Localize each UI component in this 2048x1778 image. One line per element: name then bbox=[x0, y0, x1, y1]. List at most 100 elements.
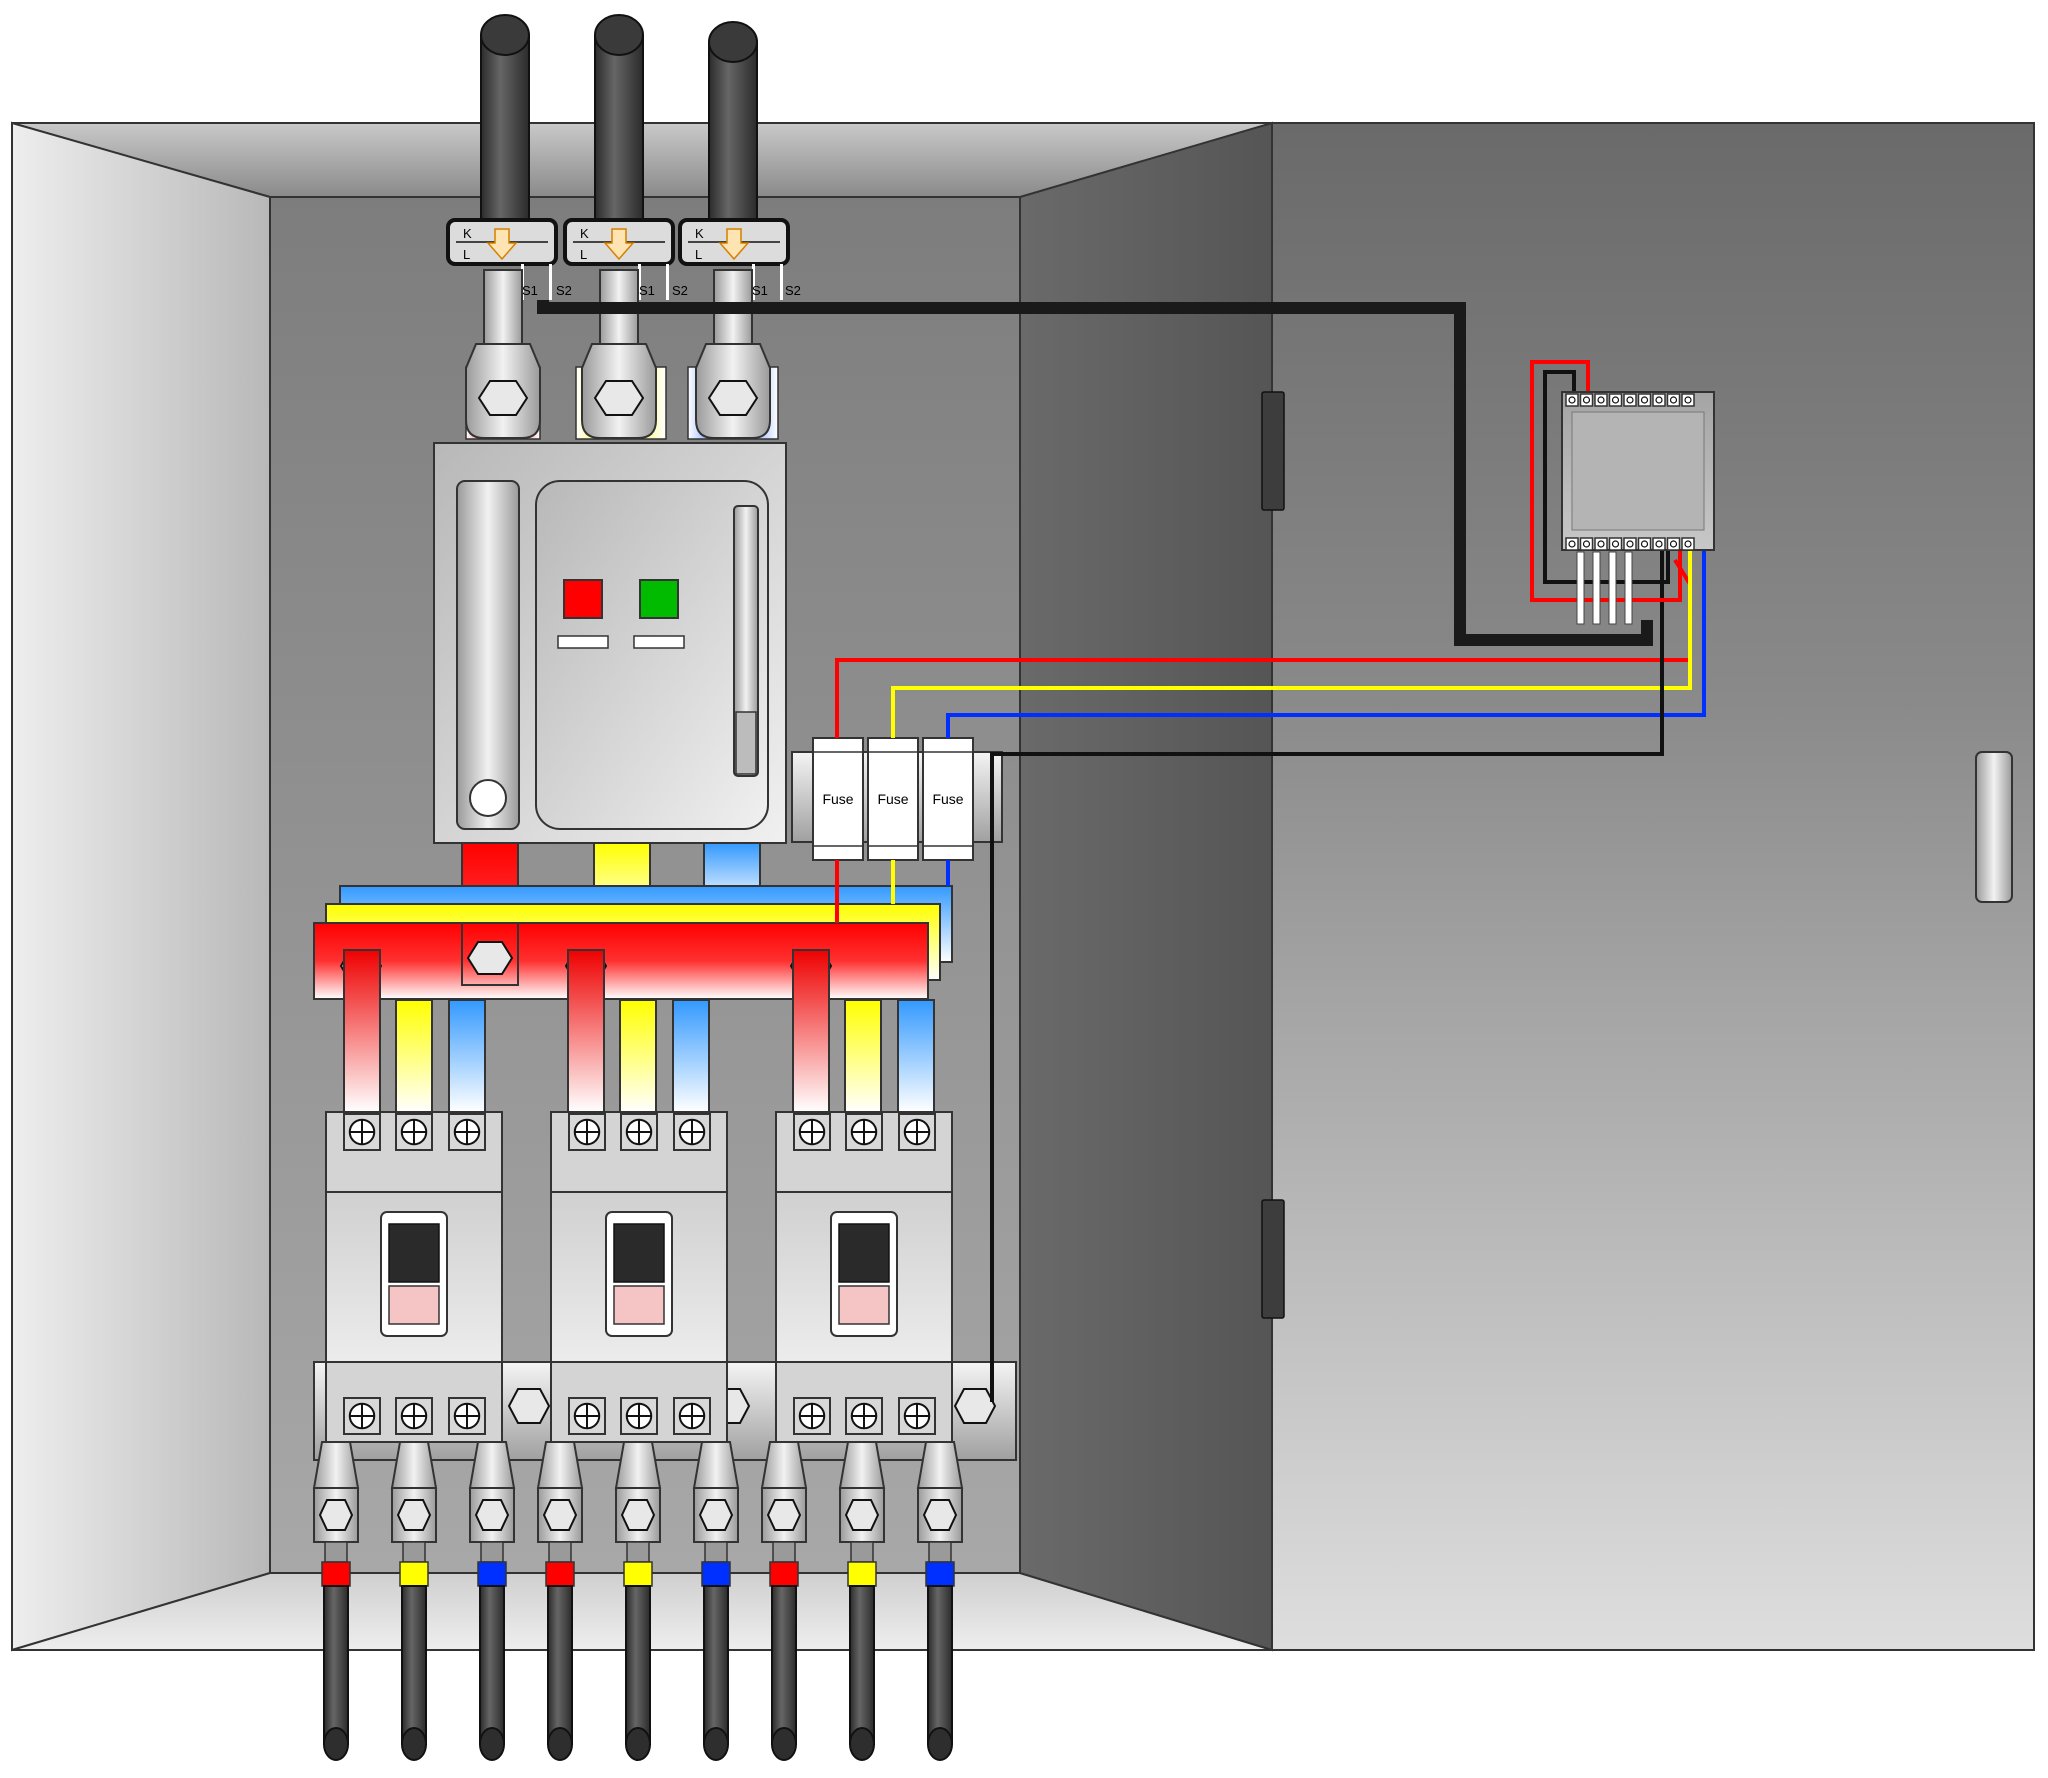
terminal-screw-icon bbox=[448, 1397, 486, 1435]
meter-terminal bbox=[1652, 393, 1666, 407]
hex-bolt-icon bbox=[922, 1499, 958, 1531]
terminal-screw-icon bbox=[620, 1397, 658, 1435]
ct-label-s1: S1 bbox=[639, 283, 655, 298]
terminal-screw-icon bbox=[793, 1113, 831, 1151]
ct-label-s2: S2 bbox=[672, 283, 688, 298]
arrow-down-icon bbox=[718, 228, 750, 261]
terminal-screw-icon bbox=[395, 1113, 433, 1151]
hex-bolt-icon bbox=[542, 1499, 578, 1531]
incoming-cables bbox=[480, 14, 758, 226]
current-transformer: K L S1 S2 bbox=[446, 218, 572, 300]
main-breaker bbox=[433, 442, 787, 844]
incoming-cable bbox=[594, 14, 644, 226]
fuse-label: Fuse bbox=[822, 791, 853, 807]
outgoing-feeder-cable bbox=[916, 1441, 964, 1761]
phase-sleeve bbox=[925, 1561, 955, 1587]
fuse-label: Fuse bbox=[932, 791, 963, 807]
fuse-block: Fuse Fuse Fuse bbox=[791, 737, 1003, 861]
cabinet-door[interactable] bbox=[1019, 121, 2035, 1652]
hex-bolt-icon bbox=[953, 1388, 997, 1424]
main-breaker-front-panel bbox=[535, 480, 769, 830]
meter-terminal bbox=[1608, 393, 1623, 407]
ct-label-k: K bbox=[463, 226, 472, 241]
meter-terminal bbox=[1637, 393, 1652, 407]
busbar-droppers bbox=[343, 949, 935, 1113]
hex-bolt-icon bbox=[766, 1499, 802, 1531]
meter-red-wire bbox=[1530, 360, 1682, 602]
breaker-toggle[interactable] bbox=[838, 1223, 890, 1283]
meter-terminal bbox=[1579, 537, 1594, 551]
fuse: Fuse bbox=[867, 737, 919, 861]
dropper-phase-c bbox=[897, 999, 935, 1113]
stop-button[interactable] bbox=[563, 579, 603, 619]
ct-label-k: K bbox=[580, 226, 589, 241]
arrow-down-icon bbox=[603, 228, 635, 261]
terminal-screw-icon bbox=[568, 1397, 606, 1435]
cable-lug bbox=[465, 269, 541, 439]
outgoing-feeder-cable bbox=[692, 1441, 740, 1761]
breaker-toggle[interactable] bbox=[613, 1223, 665, 1283]
terminal-screw-icon bbox=[448, 1113, 486, 1151]
outgoing-feeder-cable bbox=[838, 1441, 886, 1761]
hex-bolt-icon bbox=[620, 1499, 656, 1531]
phase-sleeve bbox=[847, 1561, 877, 1587]
busbars bbox=[313, 842, 953, 1000]
meter-terminal bbox=[1666, 393, 1681, 407]
busbar-phase-a bbox=[313, 922, 929, 1000]
outgoing-feeder-cable bbox=[390, 1441, 438, 1761]
terminal-screw-icon bbox=[898, 1397, 936, 1435]
dropper-phase-b bbox=[619, 999, 657, 1113]
meter-top-terminals bbox=[1565, 393, 1695, 407]
terminal-screw-icon bbox=[568, 1113, 606, 1151]
door-hinge-icon bbox=[1261, 1199, 1285, 1319]
meter-terminal bbox=[1681, 537, 1695, 551]
feeder-breaker bbox=[325, 1111, 503, 1443]
dropper-phase-c bbox=[672, 999, 710, 1113]
terminal-screw-icon bbox=[343, 1397, 381, 1435]
start-button[interactable] bbox=[639, 579, 679, 619]
hex-bolt-icon bbox=[593, 380, 645, 416]
terminal-screw-icon bbox=[620, 1113, 658, 1151]
current-transformer: K L S1 S2 bbox=[678, 218, 801, 300]
phase-sleeve bbox=[545, 1561, 575, 1587]
phase-sleeve bbox=[769, 1561, 799, 1587]
ct-label-l: L bbox=[695, 247, 702, 262]
meter-bottom-terminals bbox=[1565, 537, 1695, 551]
dropper-phase-b bbox=[395, 999, 433, 1113]
hex-bolt-icon bbox=[318, 1499, 354, 1531]
ct-label-l: L bbox=[580, 247, 587, 262]
ct-secondary-cable bbox=[537, 300, 1653, 646]
terminal-screw-icon bbox=[395, 1397, 433, 1435]
dropper-phase-a bbox=[792, 949, 830, 1113]
hex-bolt-icon bbox=[474, 1499, 510, 1531]
breaker-toggle[interactable] bbox=[388, 1223, 440, 1283]
terminal-screw-icon bbox=[793, 1397, 831, 1435]
meter-terminal bbox=[1594, 393, 1608, 407]
incoming-lugs bbox=[465, 269, 779, 440]
meter-terminal bbox=[1579, 393, 1594, 407]
phase-sleeve bbox=[477, 1561, 507, 1587]
main-breaker-handle-knob[interactable] bbox=[469, 779, 507, 817]
outgoing-feeder-cable bbox=[536, 1441, 584, 1761]
ct-label-s2: S2 bbox=[556, 283, 572, 298]
outgoing-feeder-cable bbox=[468, 1441, 516, 1761]
start-button-label-plate bbox=[633, 635, 685, 649]
door-hinge-icon bbox=[1261, 391, 1285, 511]
meter-screen bbox=[1571, 411, 1705, 531]
stop-button-label-plate bbox=[557, 635, 609, 649]
meter-terminal bbox=[1666, 537, 1681, 551]
door-handle-icon[interactable] bbox=[1975, 751, 2013, 903]
phase-sleeve bbox=[399, 1561, 429, 1587]
meter-terminal bbox=[1565, 393, 1579, 407]
meter-ct-leads bbox=[1576, 551, 1633, 625]
main-breaker-slider[interactable] bbox=[735, 711, 757, 775]
hex-bolt-icon bbox=[707, 380, 759, 416]
dropper-phase-b bbox=[844, 999, 882, 1113]
terminal-screw-icon bbox=[845, 1397, 883, 1435]
dropper-phase-c bbox=[448, 999, 486, 1113]
fuse-label: Fuse bbox=[877, 791, 908, 807]
main-breaker-handle-slot bbox=[456, 480, 520, 830]
current-transformers: K L S1 S2 K L S1 S2 K L bbox=[446, 218, 801, 300]
hex-bolt-icon bbox=[396, 1499, 432, 1531]
phase-sleeve bbox=[321, 1561, 351, 1587]
